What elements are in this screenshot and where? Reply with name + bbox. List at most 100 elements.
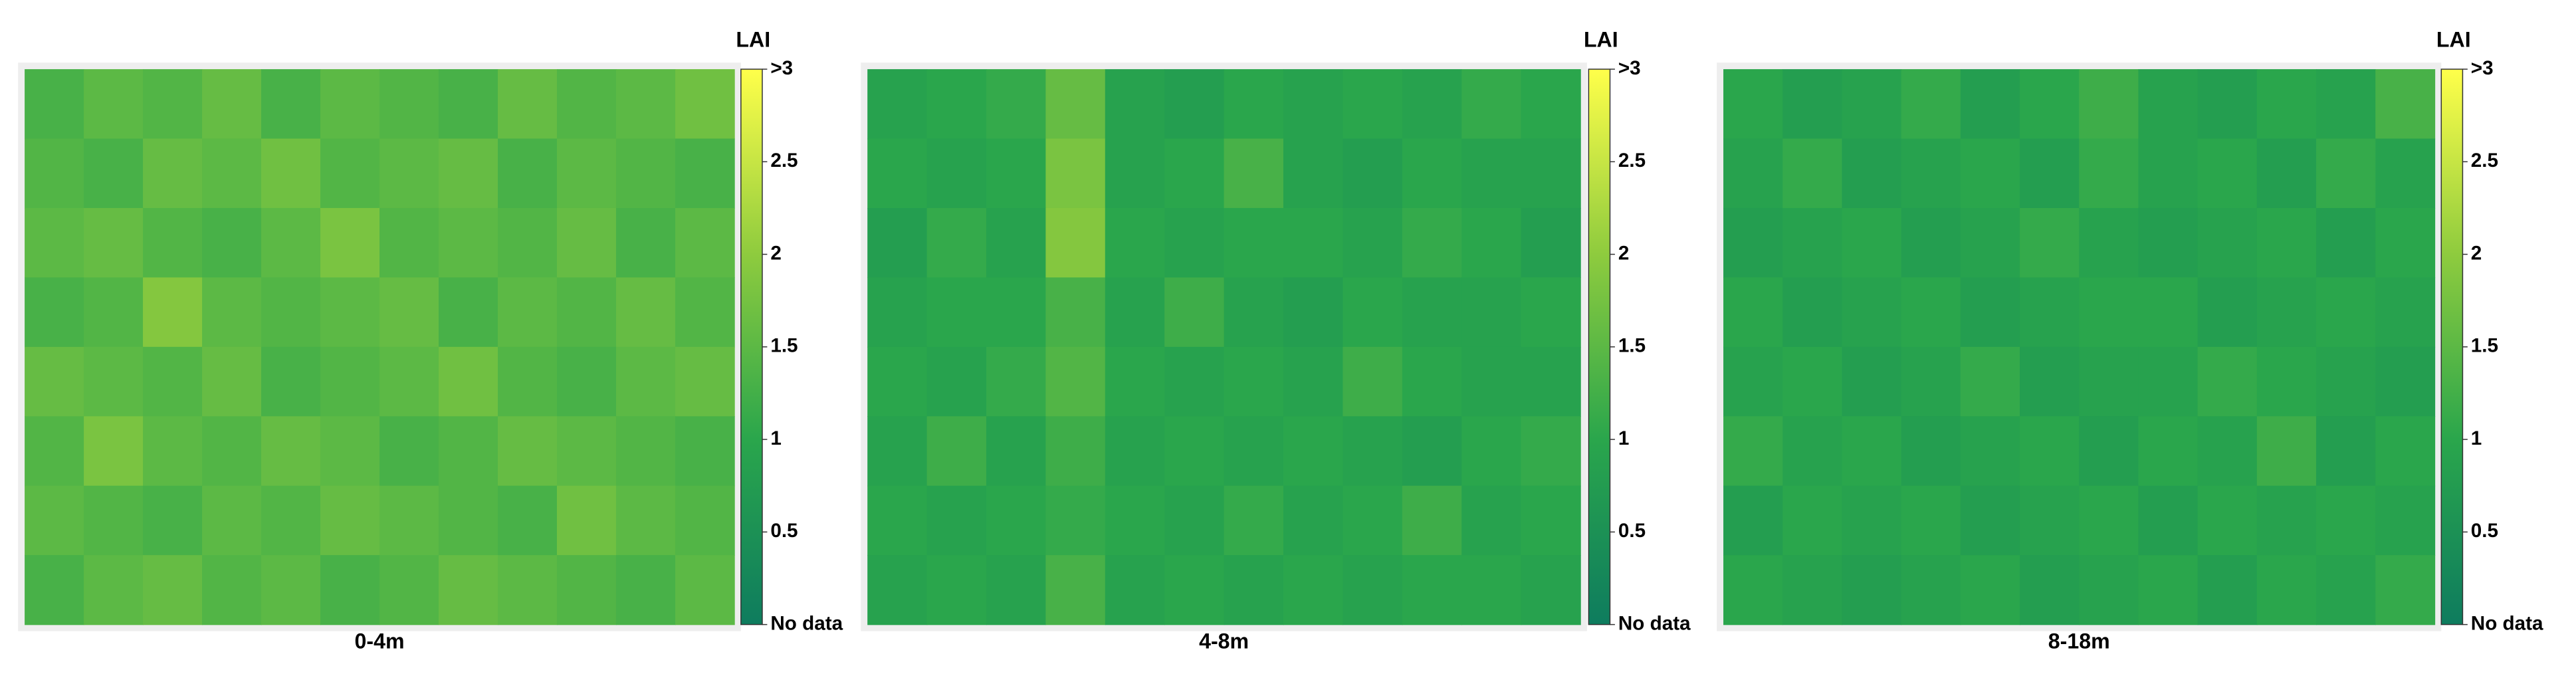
heatmap-cell [202, 207, 262, 279]
heatmap-cell [2138, 416, 2199, 487]
heatmap-cell [2316, 485, 2376, 556]
colorbar-tick-label: 0.5 [1618, 520, 1646, 542]
heatmap-cell [2197, 69, 2258, 140]
heatmap-cell [497, 485, 558, 556]
heatmap-cell [379, 69, 439, 140]
heatmap-cell [1901, 485, 1961, 556]
heatmap-cell [1283, 416, 1344, 487]
heatmap-cell [2316, 138, 2376, 209]
heatmap-cell [1224, 485, 1284, 556]
heatmap-cell [2197, 346, 2258, 417]
heatmap-cell [2316, 207, 2376, 279]
heatmap-cell [379, 207, 439, 279]
heatmap-cell [615, 277, 676, 348]
heatmap-cell [1283, 346, 1344, 417]
heatmap-cell [2079, 346, 2139, 417]
heatmap-cell [675, 416, 735, 487]
heatmap-cell [1723, 207, 1784, 279]
heatmap-cell [1105, 207, 1165, 279]
heatmap-cell [2138, 346, 2199, 417]
heatmap-cell [2138, 485, 2199, 556]
colorbar-tick-label: 1 [770, 427, 782, 449]
heatmap-cell [1461, 485, 1522, 556]
heatmap-cell [1105, 138, 1165, 209]
heatmap-cell [675, 346, 735, 417]
colorbar [740, 68, 763, 625]
heatmap-cell [439, 277, 498, 348]
heatmap-cell [867, 416, 928, 487]
panel-label: 0-4m [355, 629, 405, 653]
heatmap-cell [1723, 69, 1784, 140]
heatmap-cell [1461, 277, 1522, 348]
heatmap-cell [1960, 346, 2020, 417]
heatmap-cell [926, 555, 987, 625]
heatmap-cell [556, 485, 617, 556]
heatmap-cell [84, 277, 144, 348]
heatmap-cell [2256, 485, 2317, 556]
heatmap-cell [1402, 277, 1462, 348]
heatmap-cell [986, 485, 1047, 556]
heatmap-cell [1164, 207, 1225, 279]
colorbar-tick-label: 2.5 [1618, 150, 1646, 171]
heatmap-cell [497, 346, 558, 417]
heatmap-cell [1723, 485, 1784, 556]
heatmap-cell [1842, 485, 1902, 556]
heatmap-cell [1960, 485, 2020, 556]
heatmap-cell [1045, 277, 1106, 348]
heatmap-cell [143, 416, 203, 487]
heatmap-cell [1342, 485, 1403, 556]
heatmap-cell [2197, 138, 2258, 209]
heatmap-cell [2020, 555, 2080, 625]
heatmap-cell [2020, 69, 2080, 140]
heatmap-cell [1521, 485, 1581, 556]
heatmap-cell [143, 207, 203, 279]
heatmap-cell [1105, 277, 1165, 348]
heatmap-cell [439, 69, 498, 140]
heatmap-cell [2316, 555, 2376, 625]
heatmap-cell [1402, 138, 1462, 209]
heatmap-cell [2197, 207, 2258, 279]
heatmap-cell [1105, 69, 1165, 140]
colorbar-label: LAI [736, 28, 770, 52]
colorbar-tick-label: 1 [2471, 427, 2482, 449]
heatmap-cell [1283, 138, 1344, 209]
heatmap-cell [143, 138, 203, 209]
heatmap-cell [2079, 207, 2139, 279]
heatmap-cell [986, 69, 1047, 140]
heatmap-cell [1461, 207, 1522, 279]
heatmap-cell [379, 416, 439, 487]
heatmap-cell [1342, 69, 1403, 140]
heatmap-cell [1045, 416, 1106, 487]
heatmap-cell [1901, 555, 1961, 625]
heatmap-cell [202, 555, 262, 625]
heatmap-cell [143, 346, 203, 417]
colorbar-tick-label: >3 [2471, 57, 2494, 79]
heatmap-cell [2079, 416, 2139, 487]
heatmap-cell [1342, 277, 1403, 348]
heatmap-cell [439, 207, 498, 279]
heatmap-cell [439, 346, 498, 417]
heatmap-cell [1283, 277, 1344, 348]
heatmap-cell [320, 485, 380, 556]
heatmap-cell [1224, 138, 1284, 209]
heatmap-cell [497, 555, 558, 625]
heatmap-cell [926, 277, 987, 348]
heatmap-cell [320, 138, 380, 209]
heatmap-cell [320, 555, 380, 625]
heatmap-cell [2256, 207, 2317, 279]
heatmap-cell [202, 416, 262, 487]
heatmap-cell [867, 69, 928, 140]
heatmap-cell [675, 138, 735, 209]
heatmap-cell [379, 138, 439, 209]
colorbar-tick-label: 1.5 [1618, 335, 1646, 357]
heatmap-cell [2020, 207, 2080, 279]
heatmap-cell [1521, 346, 1581, 417]
heatmap-cell [2375, 485, 2436, 556]
heatmap-cell [556, 69, 617, 140]
heatmap-cell [84, 138, 144, 209]
heatmap-cell [986, 416, 1047, 487]
heatmap-cell [2138, 207, 2199, 279]
colorbar-tick-label: 1 [1618, 427, 1630, 449]
heatmap-cell [261, 555, 321, 625]
